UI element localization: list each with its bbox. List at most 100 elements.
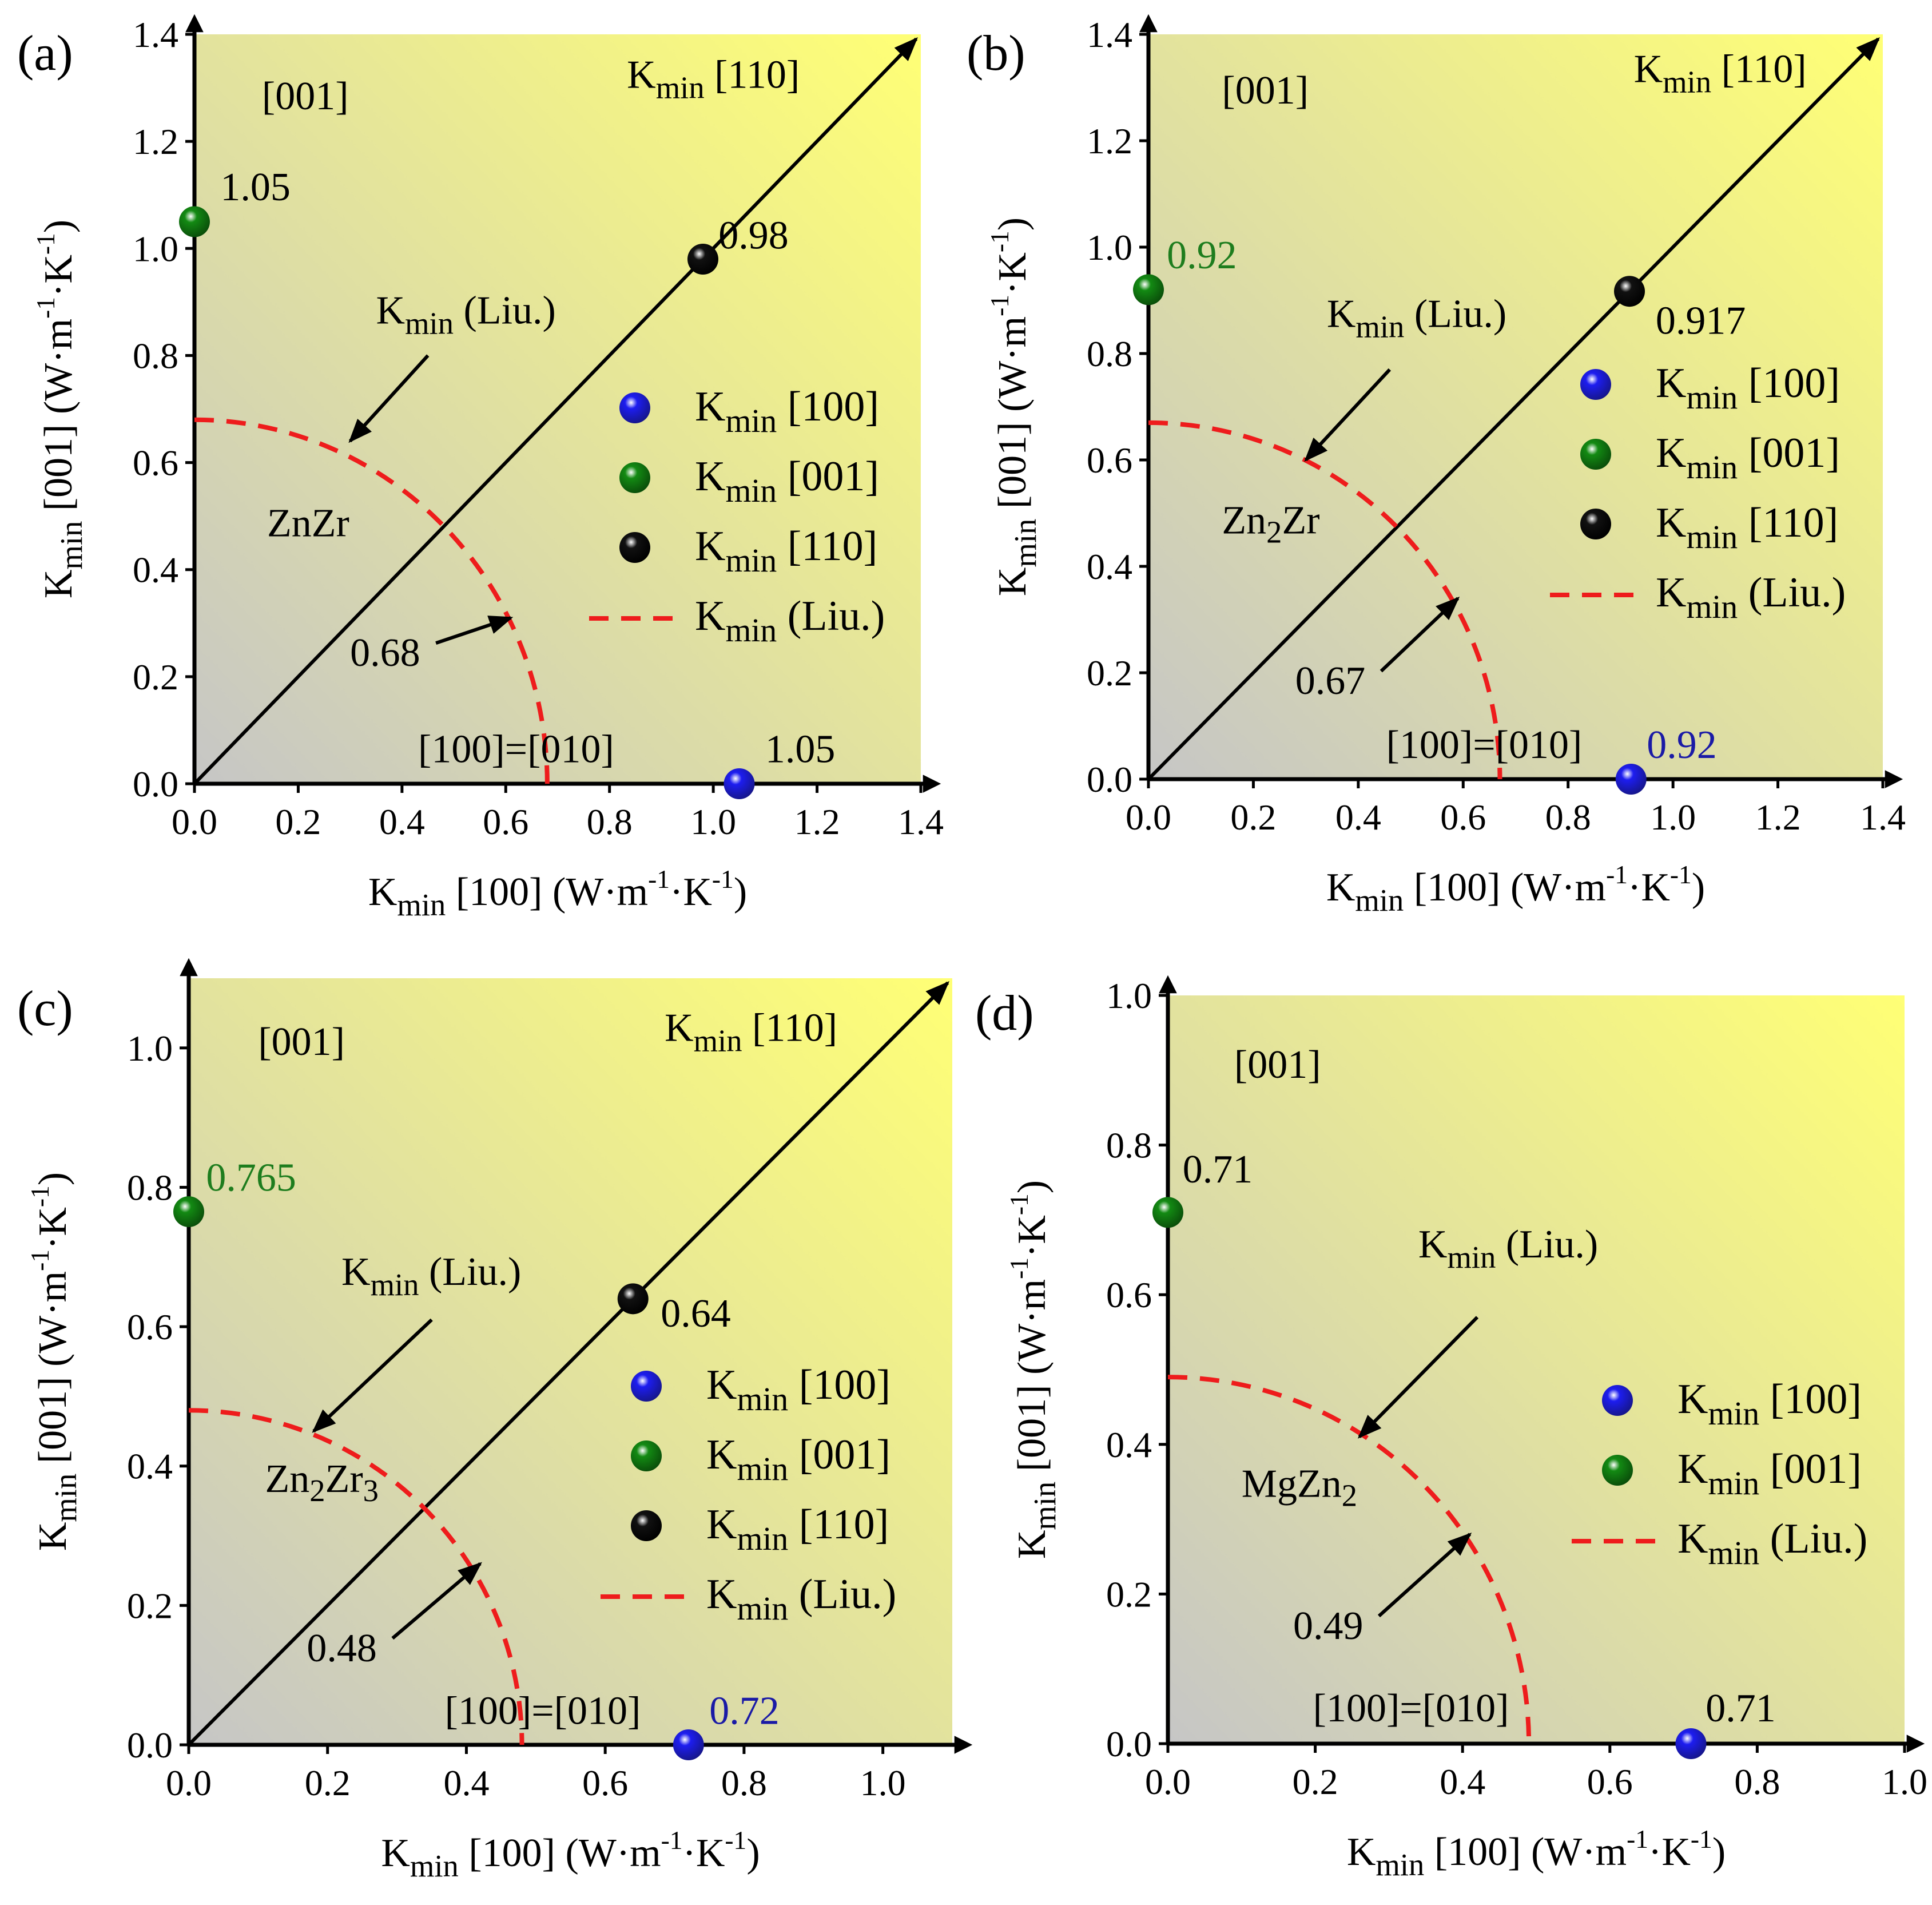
panel-b: (b) 0.0 0.2 0.4 0.6 0.8 1.0 1.2 1.4 0.0 0.2 0.4 0.6… bbox=[967, 14, 1906, 918]
y-axis-label: Kmin [001] (W·m-1·K-1) bbox=[985, 217, 1043, 596]
panel-d: (d) 0.0 0.2 0.4 0.6 0.8 1.0 0.0 0.2 0.4 0.6 0.8 1.0… bbox=[975, 975, 1927, 1882]
x-axis-label: Kmin [100] (W·m-1·K-1) bbox=[381, 1825, 760, 1883]
data-point-100 bbox=[1675, 1728, 1707, 1759]
y-tick-label: 0.8 bbox=[133, 335, 178, 376]
y-tick-label: 0.2 bbox=[133, 657, 178, 697]
direction-100-label: [100]=[010] bbox=[445, 1689, 641, 1733]
x-tick-label: 0.4 bbox=[1335, 797, 1381, 838]
x-tick-label: 0.8 bbox=[1545, 797, 1591, 838]
data-point-label: 0.72 bbox=[709, 1689, 780, 1733]
liu-value-label: 0.48 bbox=[307, 1626, 377, 1670]
y-tick-label: 1.0 bbox=[1087, 227, 1132, 268]
data-point-label: 0.71 bbox=[1706, 1686, 1776, 1731]
legend-label: Kmin [001] bbox=[695, 453, 879, 509]
x-axis-label: Kmin [100] (W·m-1·K-1) bbox=[1347, 1824, 1726, 1882]
y-tick-label: 0.0 bbox=[1106, 1724, 1152, 1764]
liu-caption: Kmin (Liu.) bbox=[1418, 1223, 1598, 1275]
legend-label: Kmin (Liu.) bbox=[706, 1571, 896, 1627]
x-tick-label: 0.8 bbox=[1734, 1761, 1780, 1802]
y-tick-label: 0.4 bbox=[1087, 546, 1132, 587]
x-tick-label: 1.2 bbox=[1755, 797, 1801, 838]
panel-a: (a) 0.0 0.2 0.4 0.6 0.8 1.0 1.2 1.4 0.0 0.2 0.4 0.6… bbox=[17, 14, 944, 922]
panel-label-c: (c) bbox=[17, 981, 73, 1037]
x-tick-label: 0.8 bbox=[721, 1763, 767, 1803]
legend-swatch-001 bbox=[631, 1440, 662, 1471]
x-tick-label: 0.2 bbox=[1293, 1761, 1338, 1802]
liu-caption: Kmin (Liu.) bbox=[1327, 292, 1506, 344]
liu-min-curve bbox=[188, 1408, 524, 1745]
x-tick-label: 1.0 bbox=[860, 1763, 906, 1803]
legend-label: Kmin [100] bbox=[1656, 360, 1840, 416]
liu-caption-arrow bbox=[1304, 368, 1392, 462]
panel-label-a: (a) bbox=[17, 26, 73, 81]
data-point-001 bbox=[179, 206, 210, 237]
y-tick-label: 1.0 bbox=[127, 1028, 173, 1069]
liu-caption-arrow bbox=[1357, 1316, 1479, 1439]
plot-background bbox=[1168, 995, 1905, 1744]
data-point-001 bbox=[1152, 1197, 1183, 1228]
legend-label: Kmin (Liu.) bbox=[695, 593, 885, 649]
x-tick-label: 1.0 bbox=[1650, 797, 1696, 838]
data-point-001 bbox=[1133, 274, 1164, 305]
y-tick-label: 0.4 bbox=[133, 550, 178, 590]
panel-c: (c) 0.0 0.2 0.4 0.6 0.8 1.0 0.0 0.2 0.4 0.6 0.8 1.0… bbox=[17, 958, 973, 1883]
y-tick-label: 0.4 bbox=[127, 1446, 173, 1487]
liu-value-arrow bbox=[391, 1562, 482, 1640]
direction-110-line bbox=[193, 37, 918, 785]
y-tick-label: 0.8 bbox=[127, 1167, 173, 1208]
data-point-001 bbox=[173, 1196, 204, 1228]
legend-label: Kmin [100] bbox=[706, 1362, 891, 1418]
x-tick-label: 0.2 bbox=[275, 801, 321, 842]
data-point-100 bbox=[723, 768, 755, 799]
y-tick-label: 0.2 bbox=[1106, 1574, 1152, 1614]
legend-swatch-100 bbox=[1602, 1385, 1633, 1416]
y-tick-label: 1.4 bbox=[1087, 14, 1132, 55]
x-tick-label: 0.4 bbox=[443, 1763, 489, 1803]
y-tick-label: 0.0 bbox=[133, 764, 178, 804]
legend-label: Kmin (Liu.) bbox=[1677, 1515, 1867, 1571]
y-tick-label: 0.6 bbox=[1087, 440, 1132, 481]
x-tick-label: 0.0 bbox=[1126, 797, 1171, 838]
y-tick-label: 1.2 bbox=[133, 121, 178, 162]
liu-caption-arrow bbox=[312, 1318, 433, 1433]
data-point-label: 1.05 bbox=[220, 165, 291, 209]
x-tick-label: 0.6 bbox=[483, 801, 528, 842]
x-tick-label: 0.6 bbox=[1440, 797, 1486, 838]
direction-110-line bbox=[1147, 37, 1880, 781]
panel-label-b: (b) bbox=[967, 26, 1025, 81]
data-point-label: 0.71 bbox=[1183, 1148, 1253, 1192]
direction-001-label: [001] bbox=[262, 74, 349, 118]
liu-value-arrow bbox=[1380, 596, 1460, 673]
direction-110-label: Kmin [110] bbox=[665, 1006, 837, 1058]
legend-label: Kmin [001] bbox=[1656, 430, 1840, 486]
legend-swatch-100 bbox=[619, 392, 650, 423]
legend-swatch-100 bbox=[1580, 369, 1611, 400]
x-tick-label: 1.4 bbox=[1860, 797, 1906, 838]
legend-label: Kmin [001] bbox=[1677, 1446, 1862, 1502]
liu-caption-arrow bbox=[348, 354, 430, 443]
y-tick-label: 0.8 bbox=[1106, 1125, 1152, 1166]
x-tick-label: 0.0 bbox=[172, 801, 217, 842]
x-tick-label: 0.0 bbox=[1145, 1761, 1191, 1802]
direction-110-label: Kmin [110] bbox=[1634, 47, 1807, 100]
x-axis-label: Kmin [100] (W·m-1·K-1) bbox=[1326, 860, 1705, 918]
legend-label: Kmin [100] bbox=[695, 383, 879, 439]
liu-value-arrow bbox=[435, 616, 514, 645]
y-tick-label: 1.4 bbox=[133, 14, 178, 55]
liu-value-label: 0.67 bbox=[1295, 659, 1366, 703]
y-tick-label: 0.6 bbox=[133, 443, 178, 483]
y-tick-label: 0.2 bbox=[1087, 653, 1132, 693]
liu-value-label: 0.68 bbox=[350, 631, 420, 675]
legend-label: Kmin [001] bbox=[706, 1431, 891, 1487]
data-point-label: 0.92 bbox=[1647, 723, 1717, 767]
y-axis-label: Kmin [001] (W·m-1·K-1) bbox=[1004, 1180, 1062, 1559]
y-tick-label: 0.8 bbox=[1087, 334, 1132, 374]
x-tick-label: 0.4 bbox=[379, 801, 425, 842]
direction-110-label: Kmin [110] bbox=[627, 53, 800, 105]
direction-001-label: [001] bbox=[258, 1020, 345, 1064]
y-tick-label: 0.2 bbox=[127, 1585, 173, 1626]
y-tick-label: 0.6 bbox=[1106, 1275, 1152, 1315]
x-tick-label: 1.2 bbox=[794, 801, 840, 842]
liu-caption: Kmin (Liu.) bbox=[376, 288, 556, 340]
